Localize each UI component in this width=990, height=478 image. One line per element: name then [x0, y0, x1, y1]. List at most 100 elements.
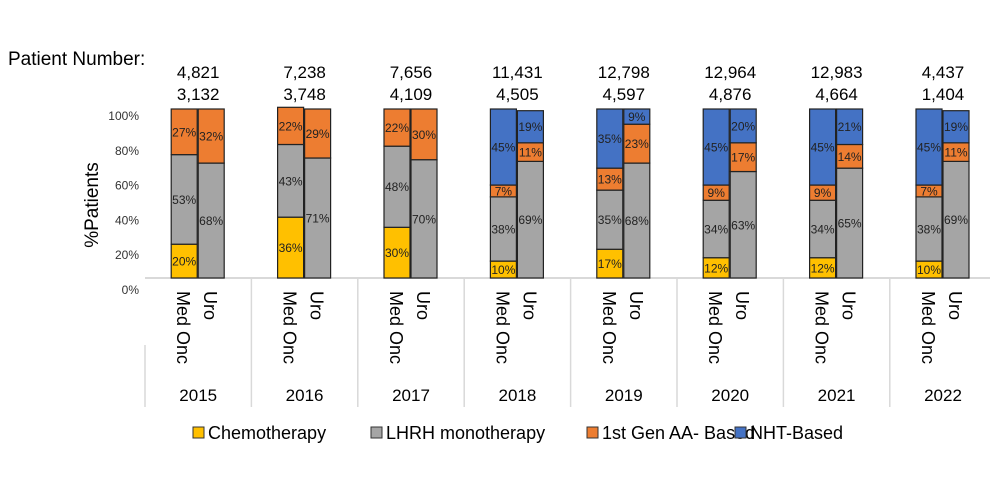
patient-count: 3,748	[283, 85, 326, 104]
data-label: 43%	[279, 174, 303, 188]
subcategory-label: Med Onc	[280, 291, 300, 364]
patient-count: 3,132	[177, 85, 220, 104]
data-label: 7%	[495, 184, 513, 198]
patient-number-label: Patient Number:	[8, 49, 145, 70]
data-label: 69%	[518, 213, 542, 227]
subcategory-label: Med Onc	[492, 291, 512, 364]
data-label: 45%	[917, 141, 941, 155]
legend-label: Chemotherapy	[208, 423, 326, 443]
data-label: 22%	[385, 121, 409, 135]
data-label: 30%	[412, 128, 436, 142]
year-label: 2021	[818, 386, 856, 405]
year-label: 2015	[179, 386, 217, 405]
data-label: 70%	[412, 212, 436, 226]
y-tick-label: 80%	[115, 144, 139, 158]
data-label: 38%	[917, 222, 941, 236]
bar-segment-1st-gen-aa-based	[277, 106, 305, 146]
data-label: 7%	[920, 184, 938, 198]
legend-swatch	[734, 426, 747, 439]
subcategory-label: Uro	[200, 291, 220, 320]
patient-count: 7,656	[390, 63, 433, 82]
year-label: 2022	[924, 386, 962, 405]
bar-segment-nht-based	[623, 108, 651, 125]
data-label: 10%	[491, 263, 515, 277]
y-tick-label: 40%	[115, 213, 139, 227]
bar-segment-lhrh-monotherapy	[596, 189, 624, 250]
bar-segment-nht-based	[942, 110, 970, 144]
data-label: 68%	[625, 214, 649, 228]
legend-swatch	[192, 426, 205, 439]
data-label: 10%	[917, 263, 941, 277]
subcategory-label: Uro	[732, 291, 752, 320]
legend-swatch	[370, 426, 383, 439]
bar-segment-lhrh-monotherapy	[942, 160, 970, 279]
bars: 20% 53% 27% 68% 32% 36% 43% 22% 71% 29% 30% 48% 22% 7…	[170, 106, 970, 279]
legend: Chemotherapy LHRH monotherapy 1st Gen AA- …	[192, 423, 843, 443]
data-label: 34%	[704, 222, 728, 236]
bar-segment-lhrh-monotherapy	[489, 196, 517, 262]
bar-segment-1st-gen-aa-based	[410, 108, 438, 161]
patient-count: 4,664	[815, 85, 858, 104]
data-label: 21%	[838, 120, 862, 134]
bar-segment-1st-gen-aa-based	[170, 108, 198, 156]
year-label: 2016	[286, 386, 324, 405]
patient-count: 7,238	[283, 63, 326, 82]
subcategory-label: Med Onc	[386, 291, 406, 364]
data-label: 11%	[944, 146, 967, 160]
subcategory-label: Uro	[519, 291, 539, 320]
data-label: 65%	[838, 217, 862, 231]
patient-count: 4,597	[603, 85, 646, 104]
subcategory-label: Med Onc	[173, 291, 193, 364]
data-label: 17%	[598, 257, 622, 271]
legend-label: 1st Gen AA- Based	[602, 423, 755, 443]
data-label: 13%	[598, 173, 622, 187]
patient-count: 12,798	[598, 63, 650, 82]
bar-segment-1st-gen-aa-based	[383, 108, 411, 147]
data-label: 53%	[172, 193, 196, 207]
bar-segment-nht-based	[489, 108, 517, 186]
data-label: 12%	[811, 261, 835, 275]
bar-segment-lhrh-monotherapy	[623, 162, 651, 279]
data-label: 14%	[838, 150, 862, 164]
data-label: 19%	[518, 120, 542, 134]
y-ticks: 0% 20% 40% 60% 80% 100%	[108, 109, 139, 297]
patient-count: 12,983	[811, 63, 863, 82]
subcategory-label: Uro	[945, 291, 965, 320]
patient-count: 1,404	[922, 85, 965, 104]
bar-segment-1st-gen-aa-based	[304, 108, 332, 159]
data-label: 36%	[279, 241, 303, 255]
bar-segment-lhrh-monotherapy	[197, 162, 225, 279]
bar-segment-nht-based	[915, 108, 943, 186]
bar-segment-lhrh-monotherapy	[808, 199, 837, 259]
subcategory-label: Uro	[307, 291, 327, 320]
data-label: 12%	[704, 261, 728, 275]
year-label: 2017	[392, 386, 430, 405]
patient-counts: 4,821 3,132 7,238 3,748 7,656 4,109 11,431 4,50…	[177, 63, 964, 104]
data-label: 38%	[491, 222, 515, 236]
data-label: 32%	[199, 130, 223, 144]
year-label: 2019	[605, 386, 643, 405]
data-label: 48%	[385, 180, 409, 194]
data-label: 30%	[385, 246, 409, 260]
patient-count: 4,876	[709, 85, 752, 104]
year-label: 2020	[711, 386, 749, 405]
subcategory-label: Med Onc	[705, 291, 725, 364]
bar-segment-chemotherapy	[277, 216, 305, 279]
y-tick-label: 100%	[108, 109, 139, 123]
bar-segment-lhrh-monotherapy	[170, 154, 198, 245]
data-label: 69%	[944, 213, 968, 227]
legend-label: NHT-Based	[750, 423, 843, 443]
data-label: 19%	[944, 120, 968, 134]
patient-count: 4,109	[390, 85, 433, 104]
patient-count: 11,431	[492, 63, 543, 82]
bar-segment-lhrh-monotherapy	[304, 157, 332, 279]
data-label: 45%	[811, 141, 835, 155]
data-label: 34%	[811, 222, 835, 236]
data-label: 9%	[628, 110, 646, 124]
data-label: 35%	[598, 132, 622, 146]
patient-count: 4,821	[177, 63, 220, 82]
y-tick-label: 0%	[122, 283, 140, 297]
data-label: 11%	[519, 146, 542, 160]
data-label: 20%	[172, 255, 196, 269]
